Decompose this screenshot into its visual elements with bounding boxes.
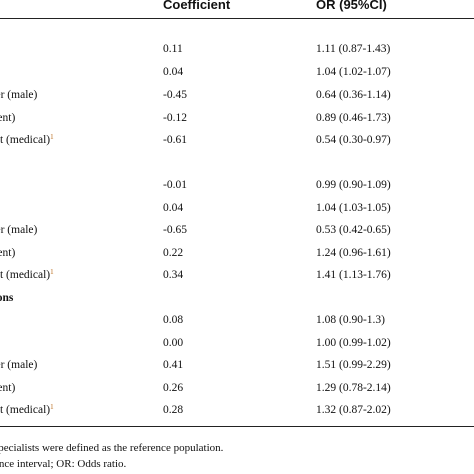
table-row: nder (male) -0.45 0.64 (0.36-1.14) <box>0 85 474 105</box>
footnote-marker: 1 <box>50 133 54 141</box>
row-coefficient: 0.22 <box>163 247 184 259</box>
row-coefficient: 0.41 <box>163 359 184 371</box>
row-coefficient: -0.45 <box>163 89 187 101</box>
table-header: Coefficient OR (95%CI) <box>0 0 474 19</box>
section-title: ns <box>0 153 474 173</box>
row-or-ci: 1.51 (0.99-2.29) <box>316 359 391 371</box>
table-row: 0.08 1.08 (0.90-1.3) <box>0 310 474 330</box>
row-or-ci: 1.29 (0.78-2.14) <box>316 382 391 394</box>
row-coefficient: 0.28 <box>163 404 184 416</box>
row-coefficient: 0.04 <box>163 66 184 78</box>
row-coefficient: -0.61 <box>163 134 187 146</box>
table-row: ge 0.04 1.04 (1.02-1.07) <box>0 62 474 82</box>
coefficient-column-header: Coefficient <box>163 0 231 12</box>
row-label: resent) <box>0 112 16 124</box>
row-or-ci: 1.08 (0.90-1.3) <box>316 314 385 326</box>
row-or-ci: 1.11 (0.87-1.43) <box>316 43 391 55</box>
table-row: alist (medical)1 0.34 1.41 (1.13-1.76) <box>0 265 474 285</box>
or-ci-column-header: OR (95%CI) <box>316 0 387 12</box>
table-bottom-rule <box>0 426 474 427</box>
row-coefficient: 0.08 <box>163 314 184 326</box>
section-title <box>0 17 474 37</box>
row-label: resent) <box>0 247 16 259</box>
row-coefficient: 0.00 <box>163 337 184 349</box>
row-or-ci: 1.32 (0.87-2.02) <box>316 404 391 416</box>
table-row: nder (male) 0.41 1.51 (0.99-2.29) <box>0 355 474 375</box>
section-title: esions <box>0 288 474 308</box>
footnote: specialists were defined as the referenc… <box>0 442 224 454</box>
table-row: nder (male) -0.65 0.53 (0.42-0.65) <box>0 220 474 240</box>
row-label: alist (medical)1 <box>0 400 54 421</box>
row-label: resent) <box>0 382 16 394</box>
table-row: ge 0.00 1.00 (0.99-1.02) <box>0 333 474 353</box>
row-label: nder (male) <box>0 89 38 101</box>
row-or-ci: 0.99 (0.90-1.09) <box>316 179 391 191</box>
row-coefficient: -0.01 <box>163 179 187 191</box>
row-label: alist (medical)1 <box>0 265 54 286</box>
row-or-ci: 1.00 (0.99-1.02) <box>316 337 391 349</box>
footnote-marker: 1 <box>50 268 54 276</box>
section-title-text: esions <box>0 292 14 304</box>
row-or-ci: 1.41 (1.13-1.76) <box>316 269 391 281</box>
row-or-ci: 1.04 (1.03-1.05) <box>316 202 391 214</box>
row-or-ci: 0.53 (0.42-0.65) <box>316 224 391 236</box>
table-row: -0.01 0.99 (0.90-1.09) <box>0 175 474 195</box>
row-coefficient: -0.12 <box>163 112 187 124</box>
row-or-ci: 0.89 (0.46-1.73) <box>316 112 391 124</box>
row-label-text: alist (medical) <box>0 134 51 146</box>
row-or-ci: 0.64 (0.36-1.14) <box>316 89 391 101</box>
table-row: alist (medical)1 -0.61 0.54 (0.30-0.97) <box>0 130 474 150</box>
row-or-ci: 1.04 (1.02-1.07) <box>316 66 391 78</box>
footnote: ence interval; OR: Odds ratio. <box>0 458 127 470</box>
table-row: 0.11 1.11 (0.87-1.43) <box>0 39 474 59</box>
table-row: alist (medical)1 0.28 1.32 (0.87-2.02) <box>0 400 474 420</box>
row-coefficient: 0.11 <box>163 43 183 55</box>
table-row: resent) -0.12 0.89 (0.46-1.73) <box>0 108 474 128</box>
table-row: resent) 0.22 1.24 (0.96-1.61) <box>0 243 474 263</box>
row-label: alist (medical)1 <box>0 130 54 151</box>
row-or-ci: 0.54 (0.30-0.97) <box>316 134 391 146</box>
footnote-marker: 1 <box>50 403 54 411</box>
table-row: resent) 0.26 1.29 (0.78-2.14) <box>0 378 474 398</box>
row-label: nder (male) <box>0 359 38 371</box>
table-row: ge 0.04 1.04 (1.03-1.05) <box>0 198 474 218</box>
row-coefficient: 0.04 <box>163 202 184 214</box>
row-label: nder (male) <box>0 224 38 236</box>
row-coefficient: -0.65 <box>163 224 187 236</box>
row-coefficient: 0.26 <box>163 382 184 394</box>
row-or-ci: 1.24 (0.96-1.61) <box>316 247 391 259</box>
row-label-text: alist (medical) <box>0 269 51 281</box>
row-coefficient: 0.34 <box>163 269 184 281</box>
row-label-text: alist (medical) <box>0 404 51 416</box>
